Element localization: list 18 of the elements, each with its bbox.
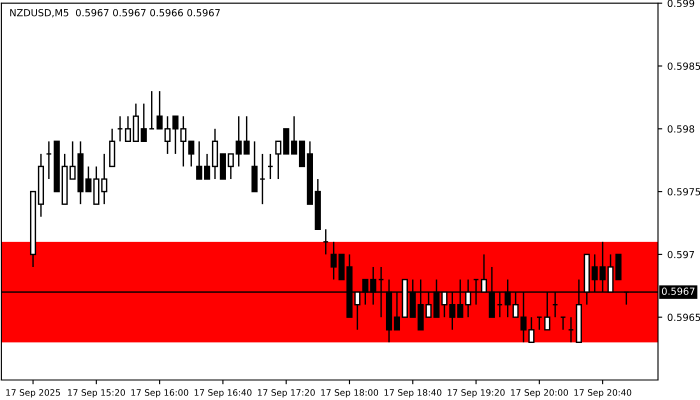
x-tick-label: 17 Sep 2025 (6, 389, 60, 398)
x-tick-label: 17 Sep 17:20 (258, 389, 315, 398)
text: NZDUSD,M5 0.5967 0.5967 0.5966 0.5967 (10, 9, 220, 18)
y-tick-label: 0.5985 (668, 62, 700, 70)
x-tick-label: 17 Sep 20:00 (511, 389, 568, 398)
y-tick-label: 0.597 (668, 250, 694, 258)
x-tick-label: 17 Sep 19:20 (448, 389, 505, 398)
y-tick-label: 0.599 (668, 0, 694, 8)
x-tick-label: 17 Sep 18:00 (321, 389, 378, 398)
x-tick-label: 17 Sep 15:20 (68, 389, 125, 398)
x-tick-label: 17 Sep 18:40 (384, 389, 442, 398)
x-tick-label: 17 Sep 16:00 (131, 389, 188, 398)
x-tick-label: 17 Sep 16:40 (194, 389, 252, 398)
y-tick-label: 0.598 (668, 125, 694, 133)
ref-line-label: 0.5967 (662, 288, 694, 295)
x-tick-label: 17 Sep 20:40 (574, 389, 632, 398)
y-tick-label: 0.5965 (668, 314, 700, 322)
y-tick-label: 0.5975 (668, 188, 700, 196)
